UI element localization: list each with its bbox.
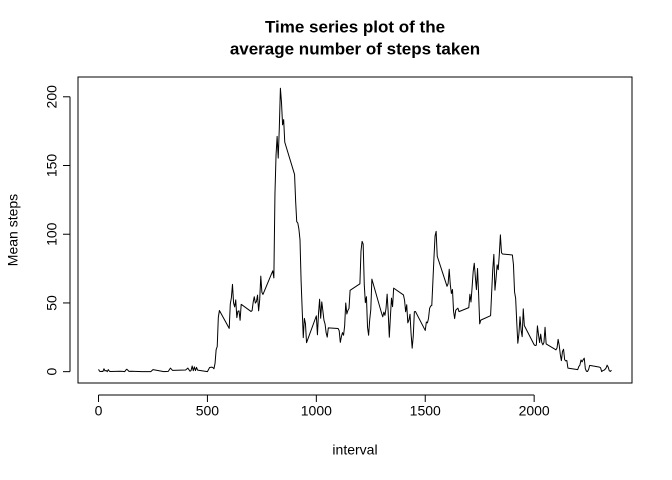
x-tick-label: 2000 bbox=[519, 403, 550, 419]
y-tick-label: 100 bbox=[44, 222, 60, 246]
x-tick-label: 0 bbox=[95, 403, 103, 419]
y-tick-label: 50 bbox=[44, 295, 60, 311]
chart-title: average number of steps taken bbox=[230, 39, 480, 58]
y-axis-label: Mean steps bbox=[5, 194, 21, 266]
y-tick-label: 150 bbox=[44, 154, 60, 178]
y-tick-label: 200 bbox=[44, 85, 60, 109]
x-tick-label: 1000 bbox=[301, 403, 332, 419]
data-line bbox=[98, 87, 612, 373]
x-tick-label: 1500 bbox=[410, 403, 441, 419]
x-tick-label: 500 bbox=[196, 403, 220, 419]
plot-frame bbox=[77, 76, 633, 384]
x-axis-label: interval bbox=[332, 442, 377, 458]
chart-title: Time series plot of the bbox=[265, 17, 445, 36]
y-tick-label: 0 bbox=[44, 368, 60, 376]
